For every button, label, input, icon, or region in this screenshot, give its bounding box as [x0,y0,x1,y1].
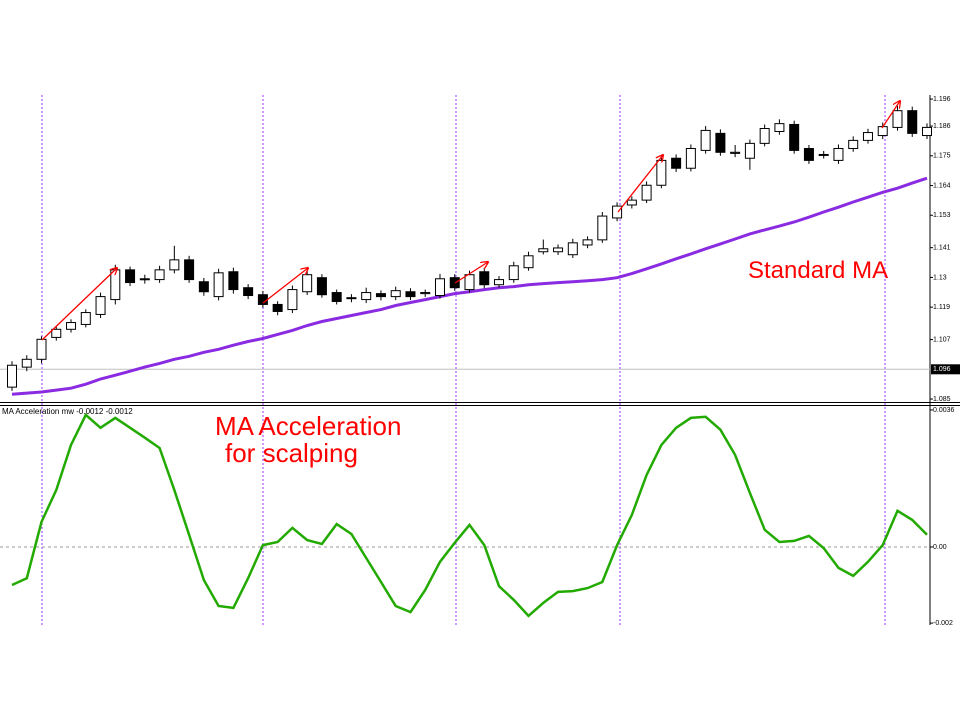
candle-body [7,364,17,388]
candle-body [818,153,829,156]
candle-body [479,271,490,286]
arrow [262,268,308,304]
candle-body [892,110,903,128]
candle-body [538,248,549,253]
candle-body [405,291,416,298]
candle-body [523,255,534,269]
y-tick-label: 1.107 [933,336,951,343]
candle-body [154,269,165,281]
candle-body [390,290,401,298]
candle-body [361,292,372,301]
candle-body [730,151,741,154]
candle-body [375,293,386,298]
candle-body [449,277,460,289]
candle-body [272,303,283,312]
y-tick-label: 1.196 [933,96,951,103]
candle-body [508,265,519,281]
ma-label: Standard MA [748,257,888,284]
y-tick-label: 1.186 [933,123,951,130]
candle-body [907,110,918,134]
candle-body [700,129,711,151]
candle-body [51,328,62,338]
candle-body [243,287,254,297]
candle-body [287,289,298,311]
y-tick-label: 0.00 [933,544,947,551]
candle-body [316,277,327,296]
candle-body [95,296,106,315]
candle-body [184,259,195,281]
candle-body [641,184,652,201]
candle-body [789,123,800,151]
candle-body [582,239,593,246]
indicator-title: MA Acceleration mw -0.0012 -0.0012 [2,407,133,416]
candle-body [833,148,844,161]
candle-body [420,292,431,295]
arrow [617,155,663,213]
y-tick-label: -0.002 [933,620,953,627]
y-tick-label: 1.175 [933,153,951,160]
candle-body [685,148,696,169]
candle-body [346,297,357,300]
candle-body [848,139,859,150]
indicator-line [11,412,928,618]
annotation: MA Acceleration [215,411,401,441]
candle-body [671,157,682,169]
candle-body [744,142,755,159]
candle-body [567,242,578,256]
candle-body [494,279,505,286]
candle-body [434,278,445,297]
price-label: 1.096 [933,366,951,373]
candle-body [110,269,121,301]
candle-body [228,271,239,291]
y-tick-label: 1.141 [933,245,951,252]
candle-body [139,278,150,281]
arrow [881,101,900,129]
y-tick-label: 1.119 [933,304,950,311]
candle-body [66,322,77,330]
signal-lines [41,95,886,625]
candle-body [553,247,564,253]
annotation: for scalping [225,438,358,468]
y-tick-label: 1.085 [933,396,951,403]
candle-body [80,312,91,325]
price-label-box [931,364,960,375]
candle-body [715,132,726,153]
arrow [41,268,117,341]
candle-body [656,159,667,186]
candle-body [36,338,47,360]
candle-body [331,292,342,302]
y-tick-label: 0.0036 [933,407,955,414]
candle-body [198,281,209,293]
candle-body [169,259,180,271]
candle-body [464,274,475,291]
arrows [41,101,900,341]
candle-body [862,132,873,141]
candle-body [257,294,268,305]
candle-body [125,269,136,284]
y-tick-label: 1.164 [933,182,951,189]
candle-body [612,205,623,219]
candle-body [774,123,785,132]
candle-body [626,199,637,206]
candle-body [213,272,224,298]
candle-body [597,215,608,241]
plot-area: 1.085 1.107 1.119 1.13 1.141 1.153 1.164 1.175 1… [0,96,960,627]
y-tick-label: 1.13 [933,274,947,281]
candle-body [803,148,814,161]
candle-body [759,128,770,144]
candle-body [302,274,313,293]
arrow [454,262,488,284]
candle-body [21,358,32,368]
candle-body [922,126,932,137]
y-tick-label: 1.153 [933,212,951,219]
